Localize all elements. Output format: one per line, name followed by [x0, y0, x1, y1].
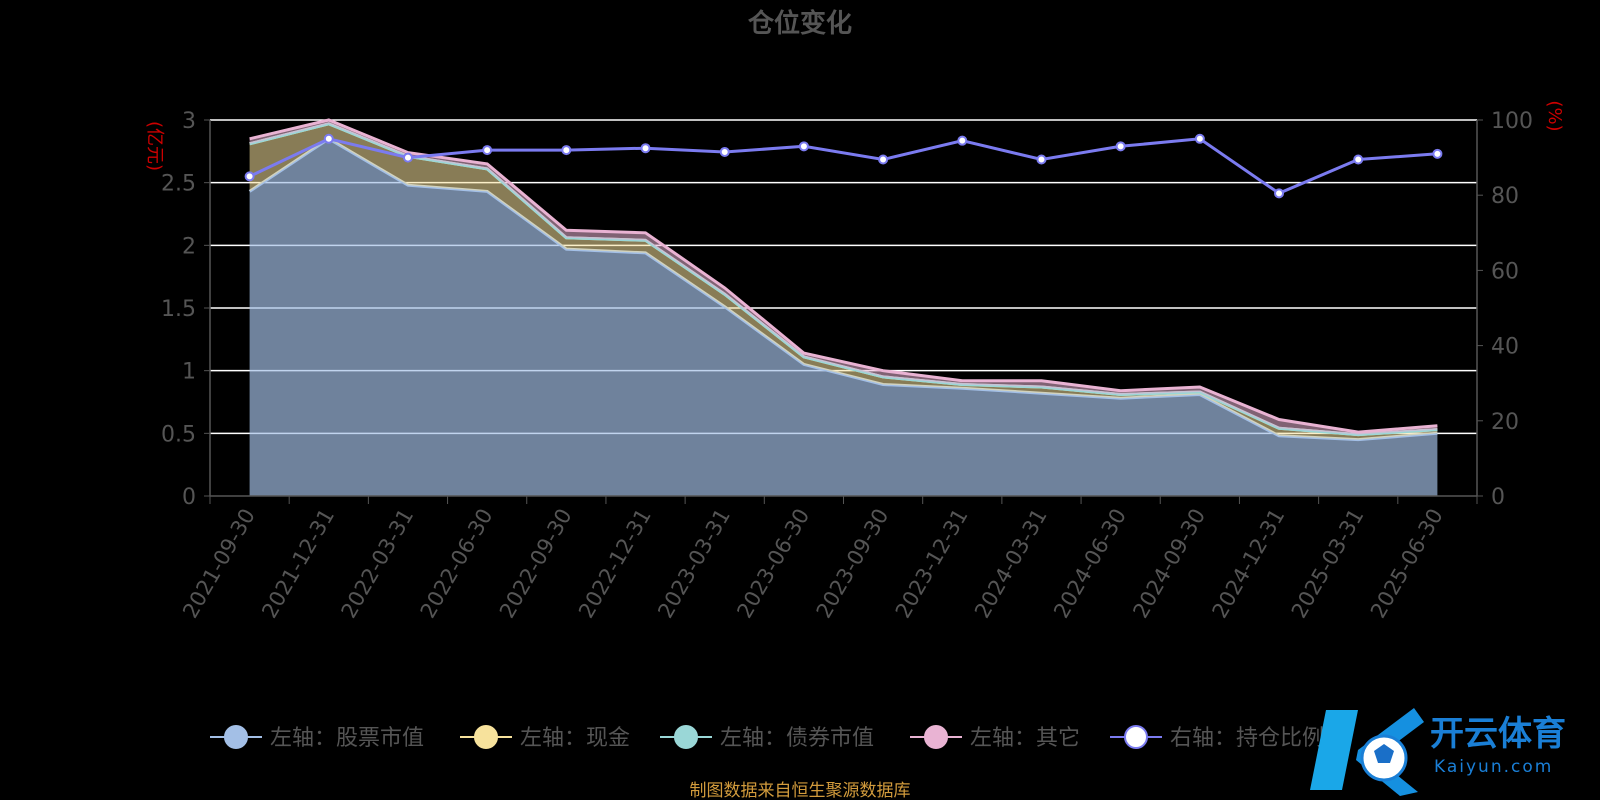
watermark-domain: Kaiyun.com: [1434, 757, 1553, 777]
right-tick-label: 40: [1491, 335, 1519, 360]
legend-marker: [224, 725, 248, 749]
ratio-point: [1274, 188, 1285, 199]
legend-marker: [924, 725, 948, 749]
watermark: 开云体育 Kaiyun.com: [1310, 708, 1566, 796]
x-tick-label: 2024-12-31: [1208, 505, 1290, 623]
ratio-point: [402, 152, 413, 163]
ratio-point: [798, 141, 809, 152]
x-tick-label: 2023-03-31: [653, 505, 735, 623]
x-tick-label: 2022-09-30: [495, 505, 577, 623]
ratio-point: [1194, 133, 1205, 144]
ratio-point: [878, 154, 889, 165]
legend-label: 左轴：其它: [970, 726, 1080, 751]
right-tick-label: 60: [1491, 259, 1519, 284]
ratio-point: [957, 135, 968, 146]
legend-label: 左轴：股票市值: [270, 726, 424, 751]
x-tick-label: 2023-09-30: [812, 505, 894, 623]
ratio-point: [1353, 154, 1364, 165]
ratio-point: [561, 145, 572, 156]
x-tick-label: 2023-06-30: [732, 505, 814, 623]
position-ratio-series: [244, 133, 1443, 199]
left-axis-unit: (亿元): [144, 121, 165, 171]
right-tick-label: 80: [1491, 184, 1519, 209]
legend-label: 左轴：现金: [520, 726, 630, 751]
right-tick-label: 0: [1491, 485, 1505, 510]
legend-label: 左轴：债券市值: [720, 726, 874, 751]
left-tick-label: 2: [182, 234, 196, 259]
left-tick-label: 3: [182, 109, 196, 134]
ratio-point: [640, 143, 651, 154]
ratio-point: [719, 146, 730, 157]
right-axis-unit: (%): [1544, 100, 1565, 131]
legend-marker: [674, 725, 698, 749]
x-tick-label: 2021-12-31: [257, 505, 339, 623]
ratio-line: [248, 137, 1438, 196]
legend: 左轴：股票市值 左轴：现金 左轴：债券市值 左轴：其它 右轴：持仓比例: [210, 725, 1324, 751]
legend-marker: [1124, 725, 1148, 749]
left-tick-label: 1.5: [161, 297, 196, 322]
left-tick-label: 1: [182, 360, 196, 385]
chart-title: 仓位变化: [747, 8, 852, 39]
x-tick-label: 2025-06-30: [1366, 505, 1448, 623]
legend-label: 右轴：持仓比例: [1170, 726, 1324, 751]
watermark-brand: 开云体育: [1430, 714, 1566, 754]
ratio-point: [244, 171, 255, 182]
x-tick-label: 2022-03-31: [336, 505, 418, 623]
x-tick-label: 2022-12-31: [574, 505, 656, 623]
left-tick-label: 0.5: [161, 422, 196, 447]
x-tick-label: 2024-09-30: [1128, 505, 1210, 623]
area-0: [249, 138, 1438, 497]
x-tick-label: 2025-03-31: [1287, 505, 1369, 623]
left-tick-label: 0: [182, 485, 196, 510]
right-tick-label: 20: [1491, 410, 1519, 435]
ratio-point: [1115, 141, 1126, 152]
area-1: [249, 123, 1438, 440]
right-tick-label: 100: [1491, 109, 1533, 134]
x-tick-label: 2022-06-30: [416, 505, 498, 623]
x-tick-label: 2024-03-31: [970, 505, 1052, 623]
x-tick-label: 2021-09-30: [178, 505, 260, 623]
watermark-logo: [1310, 708, 1424, 796]
ratio-point: [323, 133, 334, 144]
stacked-areas: [248, 118, 1438, 497]
ratio-point: [1036, 154, 1047, 165]
left-tick-label: 2.5: [161, 172, 196, 197]
x-tick-label: 2024-06-30: [1049, 505, 1131, 623]
legend-marker: [474, 725, 498, 749]
area-edge-3: [249, 118, 1438, 434]
ratio-point: [482, 145, 493, 156]
source-note: 制图数据来自恒生聚源数据库: [690, 781, 911, 800]
ratio-point: [1432, 148, 1443, 159]
x-tick-label: 2023-12-31: [891, 505, 973, 623]
